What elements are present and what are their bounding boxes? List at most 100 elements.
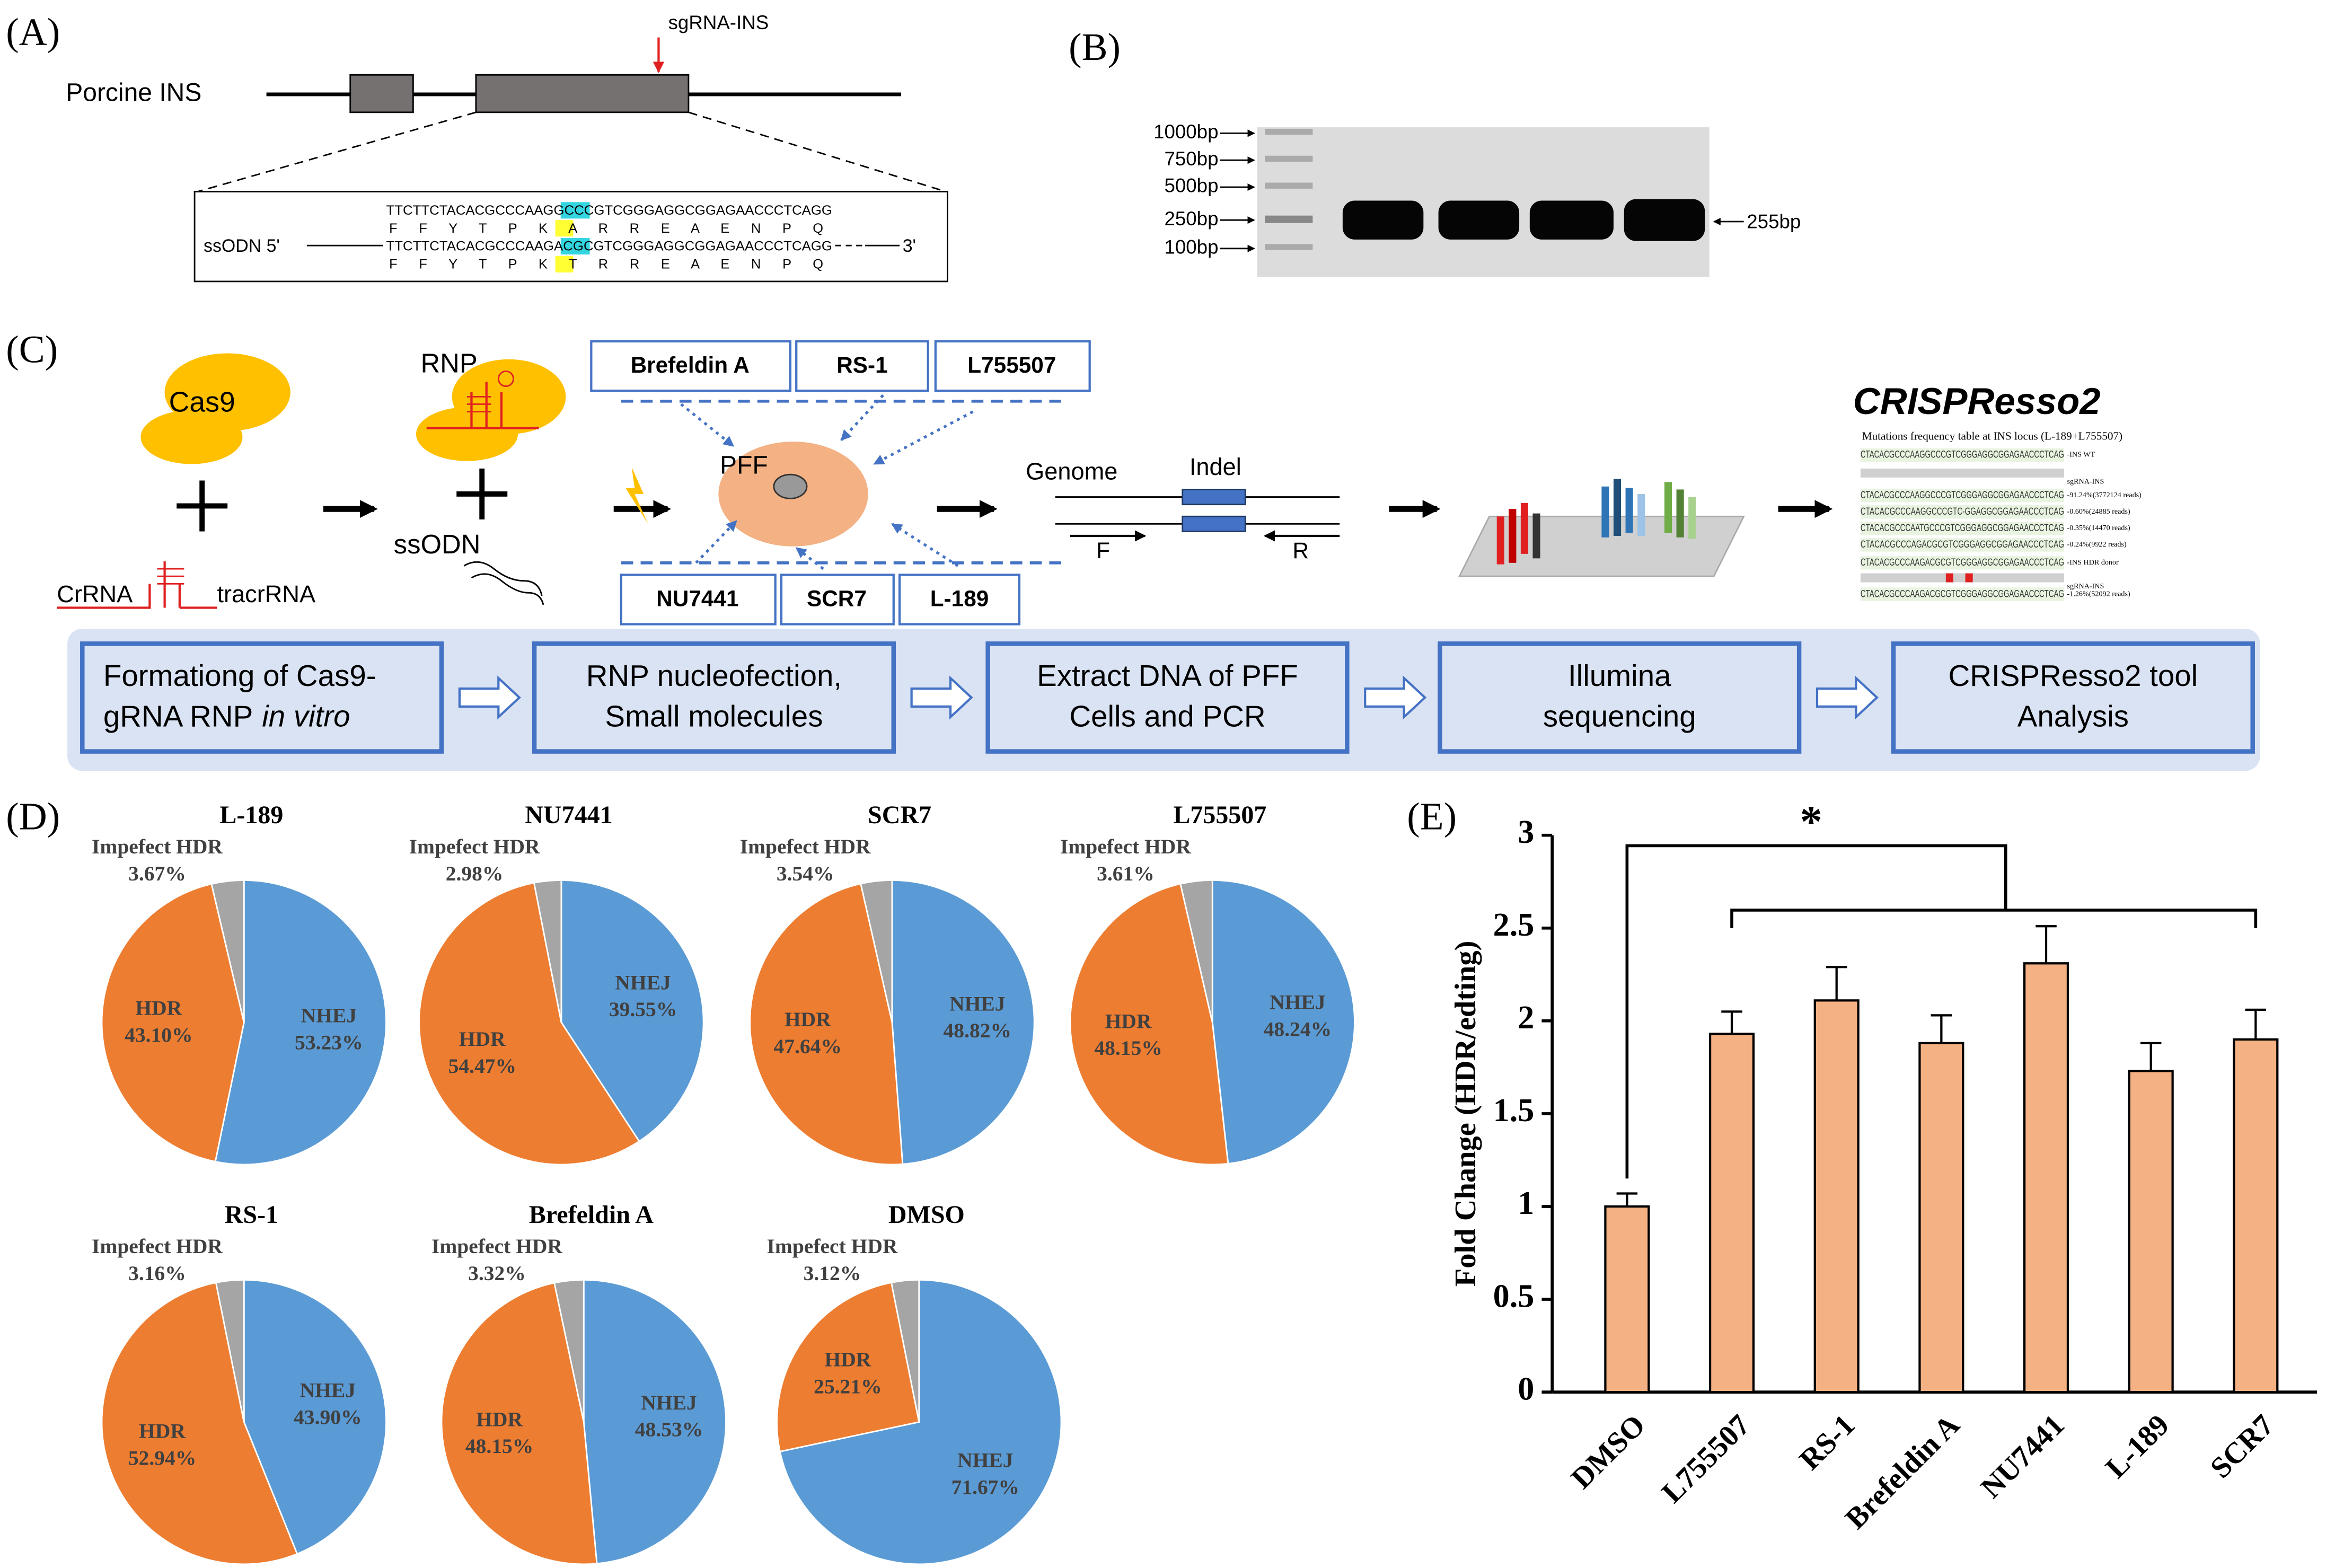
molecule-box [590, 340, 792, 392]
row-background [1860, 448, 2064, 462]
step-box [80, 641, 444, 754]
step-box [532, 641, 896, 754]
pie-chart: SCR7 NHEJ 48.82% HDR 47.64% Impefect HDR 3.54% [740, 801, 1035, 1166]
pie-label: HDR [139, 1419, 186, 1442]
pie-label: HDR [459, 1027, 506, 1051]
exon [475, 74, 690, 113]
panel-label: (E) [1407, 795, 1457, 838]
pie-title: SCR7 [868, 801, 931, 829]
pie-label: NHEJ [949, 992, 1005, 1015]
step-text: sequencing [1543, 699, 1696, 733]
molecule-box [934, 340, 1091, 392]
pie-slice [1179, 879, 1213, 1023]
pie-value-label: 3.32% [468, 1262, 526, 1285]
panel-label: (A) [6, 11, 60, 54]
band-label: 255bp [1747, 210, 1801, 232]
ladder-band [1265, 215, 1313, 223]
row-note: -91.24%(3772124 reads) [2067, 491, 2142, 499]
steps: Formationg of Cas9- gRNA RNP in vitro RNP n… [80, 641, 2255, 754]
primer-label: R [1293, 538, 1309, 563]
row-background [1860, 489, 2064, 503]
read [1601, 486, 1609, 538]
pie-title: L755507 [1173, 801, 1266, 829]
ladder-band [1265, 182, 1313, 189]
amino-acids: F F Y T P K A R R E A E N P Q [389, 221, 823, 236]
pie-label: NHEJ [615, 971, 671, 994]
step-text-part: RNP nucleofection, [586, 659, 842, 692]
read [1676, 489, 1684, 538]
y-tick-label: 0 [1518, 1371, 1534, 1407]
row-sequence: CTACACGCCCAATGCCCGTCGGGAGGCGGAGAACCCTCAG [1861, 522, 2064, 534]
ssodn-label: ssODN [394, 529, 481, 559]
pie-slice [440, 1282, 598, 1565]
molecule-box [620, 574, 777, 626]
pie-label: Impefect HDR [740, 835, 871, 858]
pie-label: Impefect HDR [92, 1235, 223, 1258]
pie-label: NHEJ [641, 1391, 697, 1414]
read [1532, 513, 1540, 559]
step-text-part: Cells and PCR [1069, 699, 1265, 733]
pie-label: NHEJ [957, 1449, 1013, 1472]
pie-slice [553, 1279, 585, 1422]
bar [1813, 999, 1860, 1394]
ssodn-shape [463, 561, 544, 605]
pie-value-label: 2.98% [446, 862, 504, 885]
step-text-part: Illumina [1568, 659, 1671, 692]
panel-label: (C) [6, 328, 58, 371]
gel-band [1342, 200, 1424, 240]
pie-slice [215, 1279, 245, 1422]
pie-chart: DMSO NHEJ 71.67% HDR 25.21% Impefect HDR 3.12% [767, 1201, 1062, 1565]
tracrrna-label: tracrRNA [217, 580, 316, 607]
x-tick-label: L755507 [1655, 1408, 1756, 1509]
zoom-line [197, 111, 477, 192]
cas9-label: Cas9 [169, 386, 235, 418]
panel-c: Cas9 CrRNA tracrRNA RNP ssODN Brefeldin … [57, 340, 2260, 771]
row-sequence: CTACACGCCCAAGGCCCGTCGGGAGGCGGAGAACCCTCAG [1861, 489, 2064, 501]
y-tick-label: 1.5 [1493, 1093, 1535, 1129]
pie-slice [583, 1279, 727, 1565]
indel-box [1182, 515, 1246, 532]
error-bar [1721, 1010, 1742, 1034]
pie-value-label: 48.53% [635, 1418, 703, 1441]
error-bar [1931, 1014, 1952, 1043]
mutation-mark [1945, 573, 1953, 583]
step-text: Cells and PCR [1069, 699, 1265, 733]
pie-label: NHEJ [300, 1379, 356, 1402]
mutation-mark [1965, 573, 1973, 583]
pie-label: HDR [824, 1348, 871, 1371]
plus [456, 468, 508, 519]
step-text: Extract DNA of PFF [1037, 659, 1298, 692]
reads [1496, 479, 1696, 565]
bar [1708, 1033, 1755, 1394]
pie-label: Impefect HDR [1060, 835, 1191, 858]
pie-slice [779, 1279, 1062, 1565]
read [1688, 497, 1696, 539]
pie-label: Impefect HDR [767, 1235, 898, 1258]
sequence: TTCTTCTACACGCCCAAGACGCGTCGGGAGGCGGAGAACC… [386, 239, 832, 254]
panel-b: 1000bp 750bp 500bp 250bp 100bp 255bp [1153, 121, 1801, 277]
sgrna-bar [1860, 573, 2064, 583]
y-tick-label: 2.5 [1493, 907, 1535, 943]
panel-label: (D) [6, 795, 60, 838]
row-note: -0.24%(9922 reads) [2067, 540, 2127, 549]
gel-band [1529, 200, 1614, 240]
dotted-arrow [891, 523, 959, 567]
dotted-arrow [680, 403, 735, 447]
pie-chart: NU7441 NHEJ 39.55% HDR 54.47% Impefect HDR 2.9… [409, 801, 704, 1166]
tool-title: CRISPResso2 [1853, 380, 2101, 422]
rnp-label: RNP [420, 348, 477, 378]
crrna-label: CrRNA [57, 580, 133, 607]
ladder-band [1265, 155, 1313, 162]
ladder-label: 250bp [1164, 208, 1218, 230]
pie-value-label: 3.16% [128, 1262, 186, 1285]
pie-value-label: 47.64% [774, 1035, 842, 1058]
step-text-part: Formationg of Cas9- [103, 659, 376, 692]
dotted-arrow [840, 394, 884, 441]
charts: L-189 NHEJ 53.23% HDR 43.10% Impefect HDR 3.67… [92, 797, 2318, 1565]
pie-label: Impefect HDR [431, 1235, 562, 1258]
pie-value-label: 54.47% [448, 1054, 516, 1078]
ladder-band [1265, 128, 1313, 135]
pie-chart: Brefeldin A NHEJ 48.53% HDR 48.15% Impefect H… [431, 1201, 727, 1565]
dotted-arrow [873, 410, 974, 465]
pie-value-label: 48.15% [465, 1434, 533, 1458]
